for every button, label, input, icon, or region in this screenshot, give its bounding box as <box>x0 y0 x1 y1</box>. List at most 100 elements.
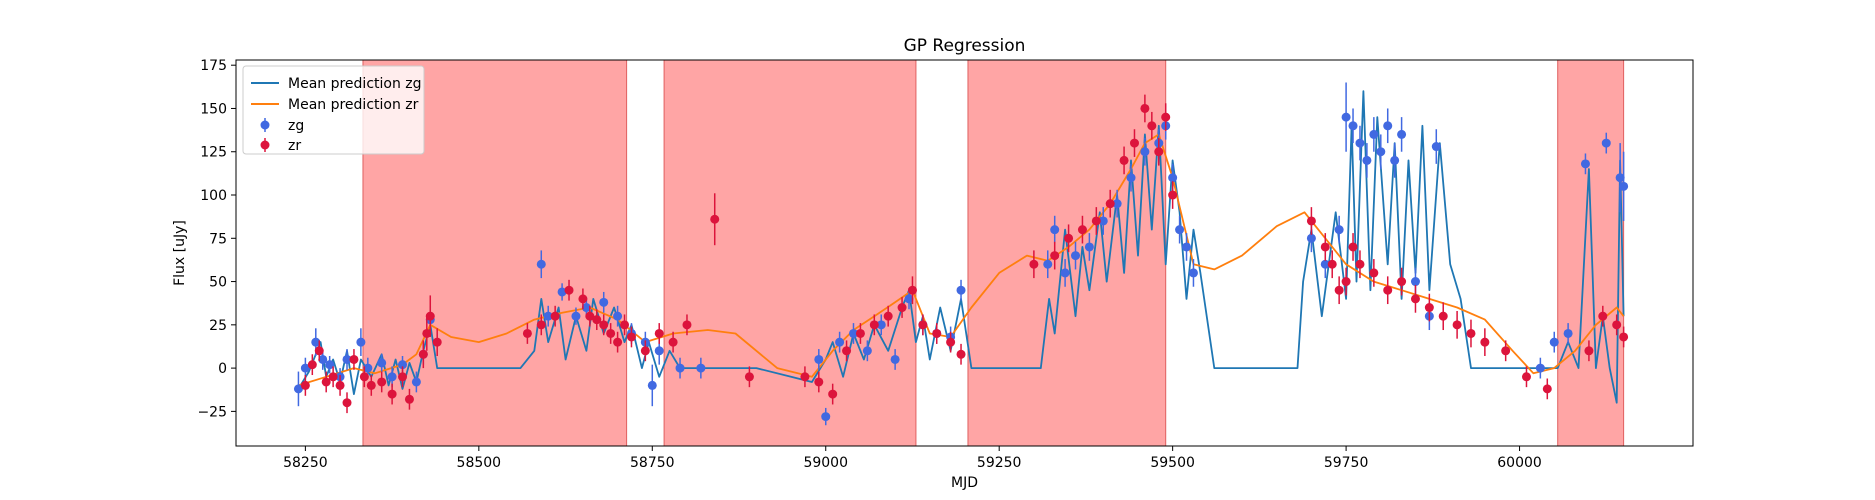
shaded-regions <box>362 59 1625 447</box>
data-point-zr <box>1612 320 1622 330</box>
data-point-zr <box>918 320 928 330</box>
data-point-zr <box>1369 268 1379 278</box>
data-point-zg <box>543 311 553 321</box>
data-point-zg <box>1182 242 1192 252</box>
data-point-zr <box>585 311 595 321</box>
data-point-zr <box>855 328 865 338</box>
x-tick-label: 59500 <box>1150 455 1195 471</box>
data-point-zr <box>814 377 824 387</box>
data-point-zg <box>1383 121 1393 131</box>
data-point-zg <box>1071 251 1081 261</box>
data-point-zr <box>668 337 678 347</box>
data-point-zg <box>814 354 824 364</box>
data-point-zg <box>1549 337 1559 347</box>
data-point-zg <box>647 380 657 390</box>
data-point-zr <box>564 285 574 295</box>
data-point-zg <box>1376 147 1386 157</box>
x-tick-label: 58750 <box>630 455 675 471</box>
data-point-zg <box>675 363 685 373</box>
data-point-zr <box>932 328 942 338</box>
data-point-zg <box>1306 233 1316 243</box>
shaded-region-1 <box>663 59 917 447</box>
legend: Mean prediction zg Mean prediction zr zg… <box>242 65 425 155</box>
x-tick-label: 59750 <box>1324 455 1369 471</box>
data-point-zg <box>318 354 328 364</box>
data-point-zr <box>710 214 720 224</box>
data-point-zr <box>1327 259 1337 269</box>
data-point-zg <box>1320 259 1330 269</box>
legend-marker <box>260 140 270 150</box>
data-point-zg <box>1362 155 1372 165</box>
data-point-zg <box>821 412 831 422</box>
data-point-zr <box>1480 337 1490 347</box>
data-point-zg <box>1112 199 1122 209</box>
data-point-zr <box>398 372 408 382</box>
data-point-zr <box>1119 155 1129 165</box>
legend-label-mean-zr: Mean prediction zr <box>288 97 419 113</box>
data-point-zr <box>1129 138 1139 148</box>
data-point-zr <box>800 372 810 382</box>
data-point-zg <box>862 346 872 356</box>
data-point-zr <box>536 320 546 330</box>
data-point-zg <box>1615 173 1625 183</box>
data-point-zr <box>1341 277 1351 287</box>
y-axis: −25 0 25 50 75 100 125 150 175 <box>197 58 236 420</box>
data-point-zr <box>366 380 376 390</box>
data-point-zr <box>1424 303 1434 313</box>
data-point-zr <box>620 320 630 330</box>
data-point-zg <box>1601 138 1611 148</box>
data-point-zr <box>956 349 966 359</box>
series-line-mean-prediction-zr <box>298 133 1625 387</box>
data-point-zg <box>377 358 387 368</box>
legend-label-zg: zg <box>288 118 304 134</box>
legend-label-zr: zr <box>288 138 301 154</box>
data-point-zr <box>1320 242 1330 252</box>
y-tick-label: 175 <box>200 58 227 74</box>
data-point-zg <box>1126 173 1136 183</box>
data-point-zg <box>1043 259 1053 269</box>
data-point-zg <box>557 287 567 297</box>
series-layer <box>293 82 1629 426</box>
data-point-zr <box>1105 199 1115 209</box>
x-tick-label: 60000 <box>1497 455 1542 471</box>
data-point-zg <box>571 311 581 321</box>
y-axis-title: Flux [uJy] <box>172 220 188 286</box>
data-point-zg <box>1341 112 1351 122</box>
data-point-zg <box>1397 129 1407 139</box>
series-line-mean-prediction-zg <box>297 90 1625 404</box>
data-point-zr <box>654 328 664 338</box>
data-point-zg <box>398 360 408 370</box>
shaded-region-2 <box>967 59 1167 447</box>
data-point-zg <box>311 337 321 347</box>
data-point-zr <box>1091 216 1101 226</box>
data-point-zr <box>828 389 838 399</box>
data-point-zg <box>300 363 310 373</box>
data-point-zg <box>1050 225 1060 235</box>
data-point-zr <box>342 398 352 408</box>
data-point-zr <box>907 285 917 295</box>
data-point-zg <box>1140 147 1150 157</box>
data-point-zr <box>418 349 428 359</box>
y-tick-label: 100 <box>200 188 227 204</box>
data-point-zr <box>349 354 359 364</box>
data-point-zg <box>1084 242 1094 252</box>
legend-swatch-zg <box>260 118 270 132</box>
data-point-zr <box>1452 320 1462 330</box>
data-point-zr <box>1410 294 1420 304</box>
series-points-zr <box>300 94 1629 414</box>
data-point-zr <box>626 332 636 342</box>
data-point-zr <box>1348 242 1358 252</box>
x-axis: 58250 58500 58750 59000 59250 59500 59750 60000 <box>283 446 1542 471</box>
data-point-zr <box>1140 103 1150 113</box>
data-point-zr <box>522 328 532 338</box>
data-point-zr <box>640 346 650 356</box>
data-point-zr <box>1521 372 1531 382</box>
data-point-zr <box>1334 285 1344 295</box>
data-point-zr <box>321 377 331 387</box>
data-point-zr <box>300 380 310 390</box>
data-point-zr <box>387 389 397 399</box>
legend-box <box>242 65 425 155</box>
data-point-zg <box>293 384 303 394</box>
data-point-zg <box>1168 173 1178 183</box>
